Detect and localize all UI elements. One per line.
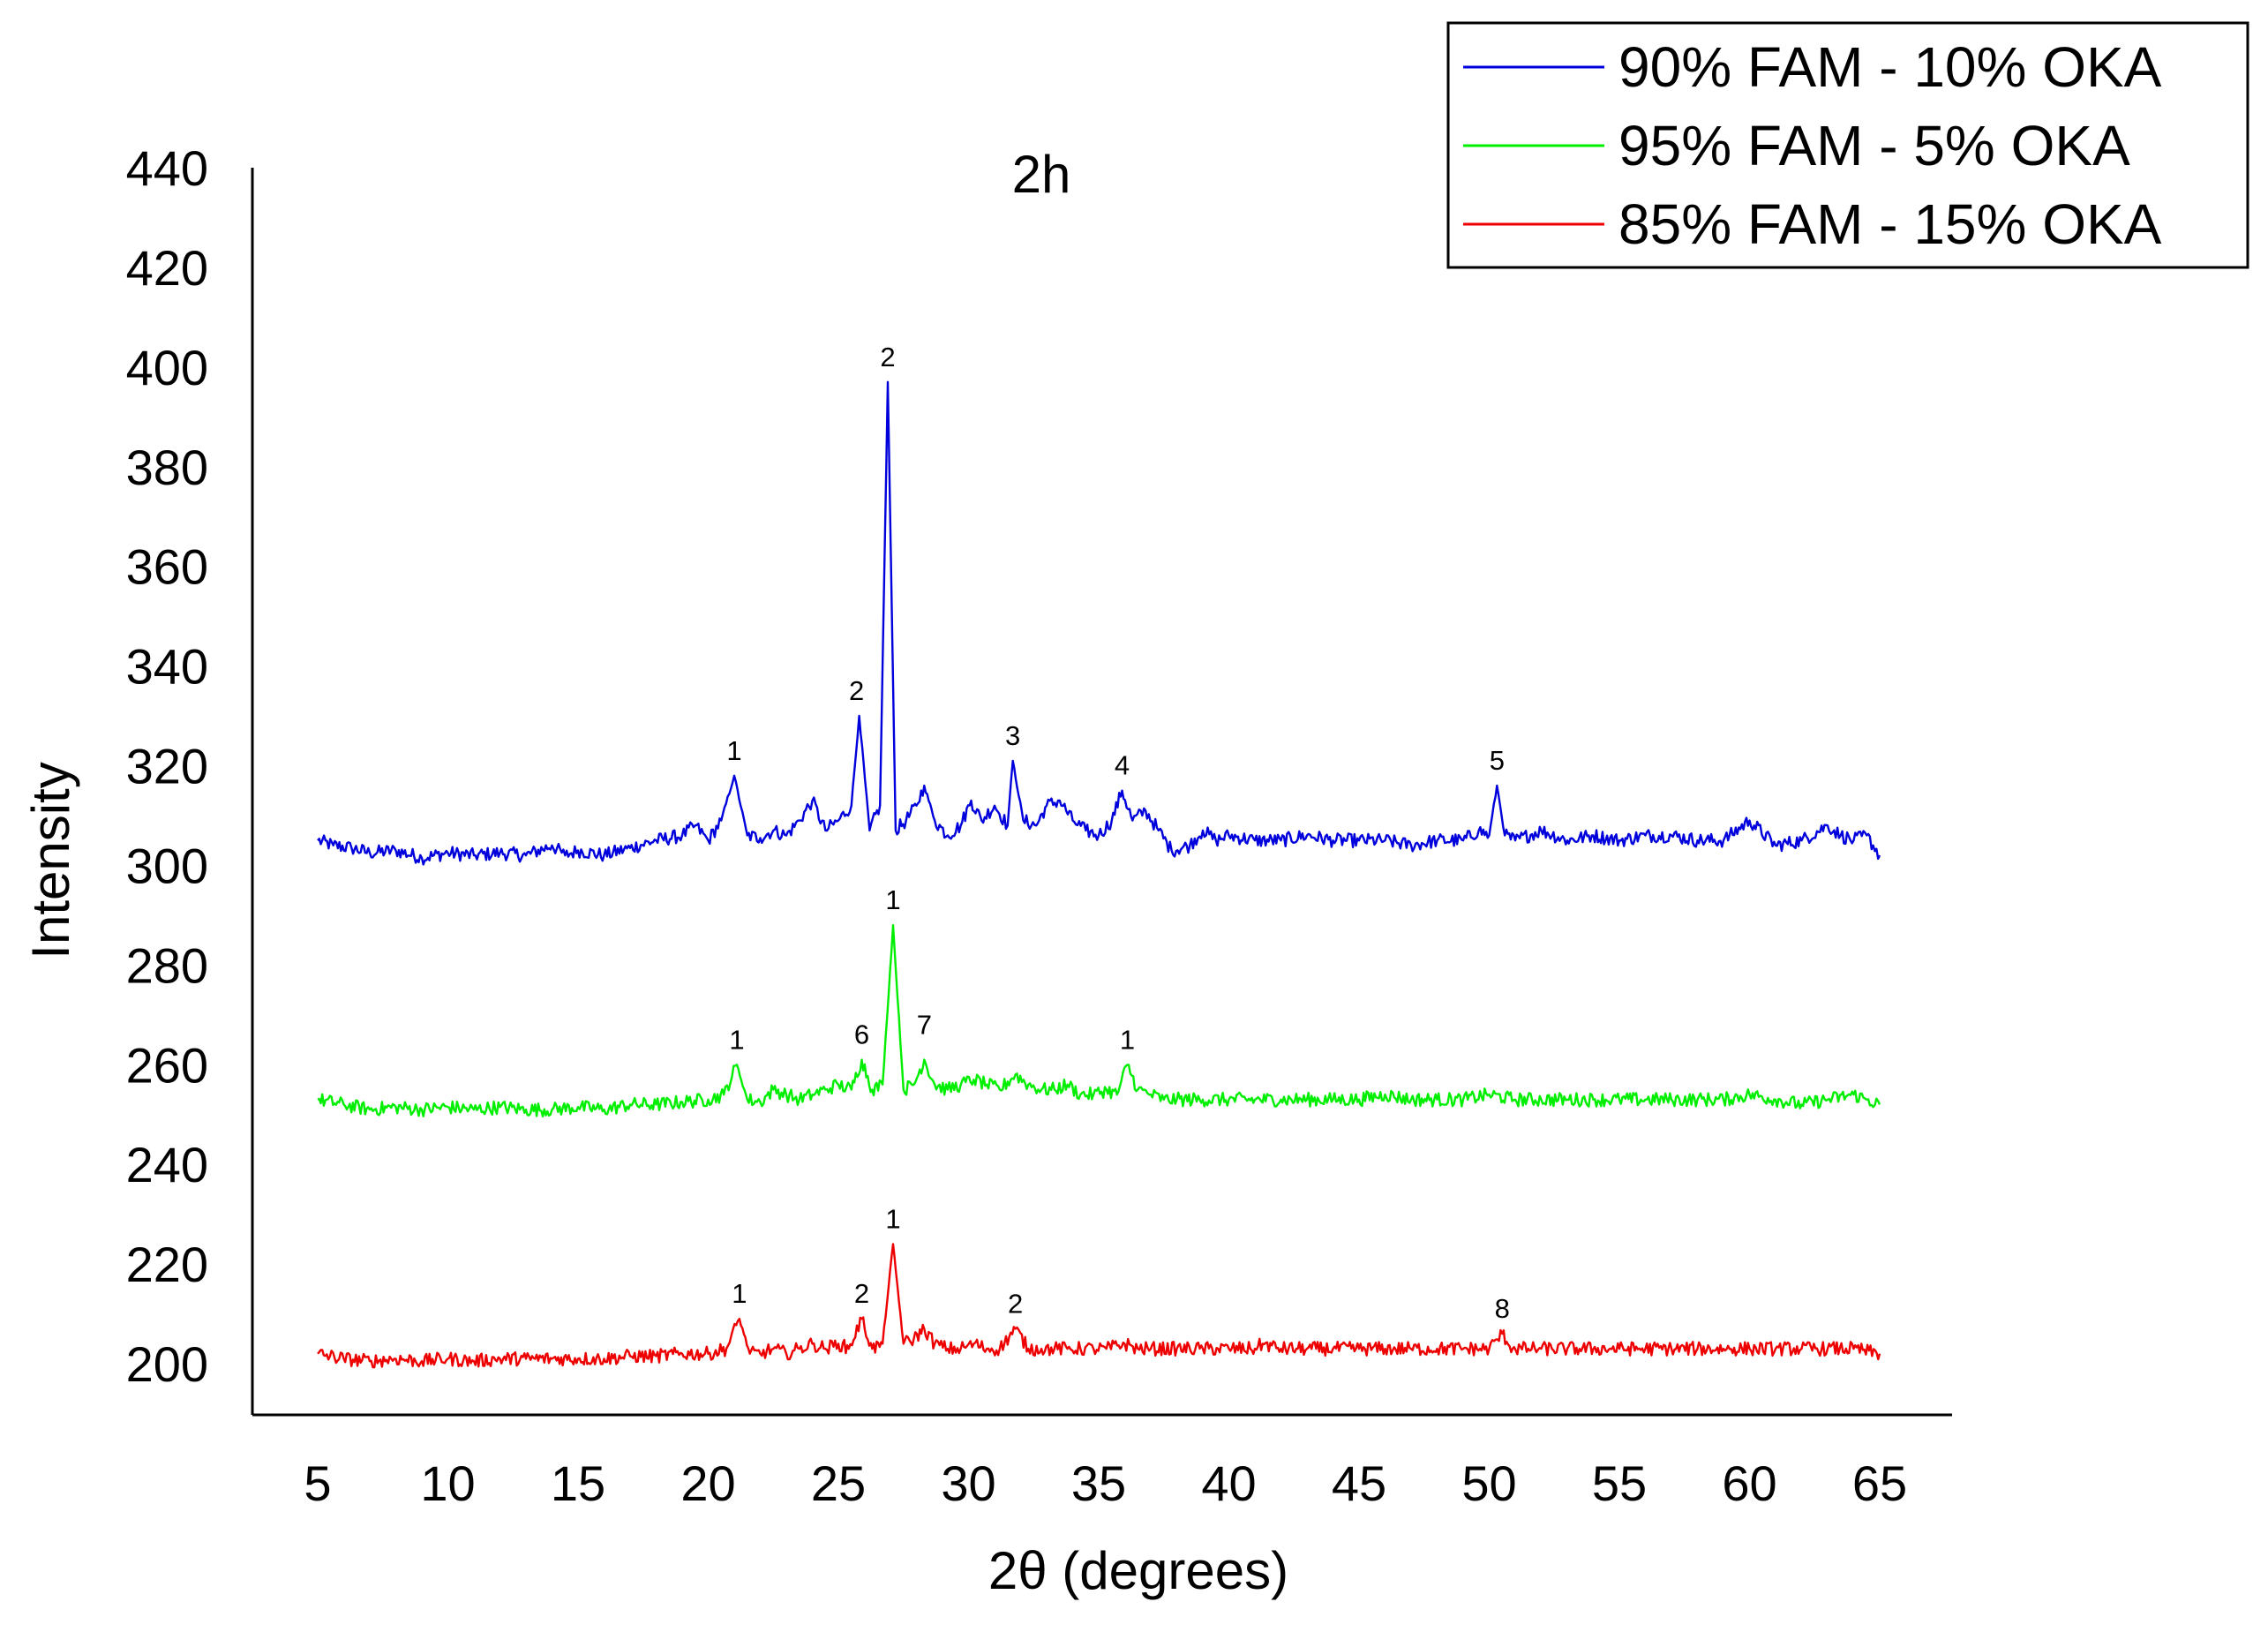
peak-label: 7 (917, 1009, 932, 1040)
peak-label: 6 (854, 1019, 869, 1050)
y-tick-label: 380 (126, 440, 208, 495)
x-tick-label: 50 (1461, 1455, 1516, 1511)
peak-label: 1 (729, 1024, 744, 1055)
x-axis-title: 2θ (degrees) (988, 1541, 1288, 1600)
peak-label: 2 (880, 342, 895, 372)
peak-label: 2 (1008, 1288, 1023, 1319)
y-tick-label: 340 (126, 639, 208, 695)
y-tick-label: 240 (126, 1137, 208, 1192)
x-tick-label: 40 (1201, 1455, 1256, 1511)
x-tick-label: 5 (304, 1455, 331, 1511)
y-tick-label: 200 (126, 1336, 208, 1392)
legend: 90% FAM - 10% OKA 95% FAM - 5% OKA 85% F… (1446, 21, 2249, 269)
series-line-3 (317, 1243, 1881, 1369)
x-tick-label: 15 (551, 1455, 605, 1511)
y-tick-label: 300 (126, 838, 208, 893)
series-line-2 (317, 924, 1881, 1118)
x-tick-label: 25 (811, 1455, 866, 1511)
x-tick-label: 20 (680, 1455, 735, 1511)
y-tick-label: 360 (126, 539, 208, 595)
axes: 2002202402602803003203403603804004204405… (126, 140, 1952, 1511)
peak-label: 1 (885, 884, 900, 915)
series-line-1 (317, 380, 1881, 866)
legend-label-series-3: 85% FAM - 15% OKA (1618, 192, 2162, 256)
y-tick-label: 260 (126, 1037, 208, 1093)
peak-label: 3 (1005, 720, 1020, 751)
peak-label: 2 (849, 675, 864, 706)
series-layer (317, 380, 1881, 1369)
legend-label-series-2: 95% FAM - 5% OKA (1618, 114, 2130, 177)
peak-label: 1 (1120, 1024, 1135, 1055)
x-tick-label: 10 (420, 1455, 475, 1511)
x-tick-label: 60 (1722, 1455, 1776, 1511)
y-tick-label: 280 (126, 937, 208, 993)
y-tick-label: 220 (126, 1237, 208, 1292)
peak-label: 1 (885, 1204, 900, 1235)
peak-label: 2 (854, 1278, 869, 1309)
x-tick-label: 30 (941, 1455, 995, 1511)
y-tick-label: 400 (126, 340, 208, 395)
peak-label: 1 (726, 735, 741, 766)
x-tick-label: 45 (1332, 1455, 1386, 1511)
y-axis-title: Intensity (21, 762, 80, 959)
y-tick-label: 320 (126, 739, 208, 794)
x-tick-label: 65 (1852, 1455, 1907, 1511)
peak-label: 8 (1495, 1293, 1510, 1324)
peak-label: 4 (1115, 750, 1130, 781)
y-tick-label: 420 (126, 240, 208, 296)
peak-annotations: 1 2 2 3 4 5 1 6 1 7 1 1 2 1 2 8 (726, 342, 1510, 1324)
chart-title: 2h (1012, 145, 1071, 204)
peak-label: 1 (732, 1278, 747, 1309)
legend-label-series-1: 90% FAM - 10% OKA (1618, 35, 2162, 99)
y-tick-label: 440 (126, 140, 208, 196)
peak-label: 5 (1490, 745, 1505, 776)
x-tick-label: 55 (1592, 1455, 1647, 1511)
x-tick-label: 35 (1071, 1455, 1126, 1511)
